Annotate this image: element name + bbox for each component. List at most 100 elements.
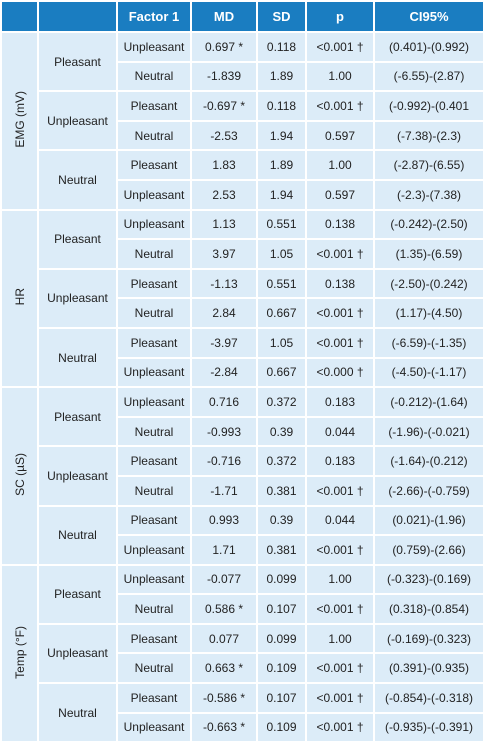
measure-cell: Temp (°F) (0, 563, 39, 744)
md-cell: -0.663 * (190, 711, 258, 744)
md-cell: -0.697 * (190, 90, 258, 122)
p-value-cell: 0.044 (305, 504, 375, 537)
md-cell: -0.586 * (190, 682, 258, 714)
comparison-cell: Pleasant (116, 326, 192, 359)
factor-cell: Pleasant (37, 563, 118, 625)
ci95-cell: (-0.323)-(0.169) (373, 563, 483, 596)
md-cell: -0.077 (190, 563, 258, 596)
p-value-cell: 1.00 (305, 149, 375, 181)
table-row: Temp (°F) Pleasant Unpleasant -0.077 0.099 1.… (0, 563, 483, 744)
ci95-cell: (-2.50)-(0.242) (373, 267, 483, 300)
md-cell: 3.97 (190, 238, 258, 270)
p-value-cell: <0.001 † (305, 534, 375, 566)
factor-cell: Pleasant (37, 208, 118, 270)
comparison-cell: Pleasant (116, 90, 192, 122)
p-value-cell: <0.001 † (305, 593, 375, 625)
table-row: Neutral -1.71 0.381 <0.001 † (-2.66)-(-0.759… (1, 474, 483, 507)
table-row: Neutral 0.586 * 0.107 <0.001 † (0.318)-(0.85… (1, 593, 483, 625)
p-value-cell: 0.183 (305, 445, 375, 477)
p-value-cell: 0.138 (305, 267, 375, 300)
comparison-cell: Unpleasant (116, 208, 192, 241)
ci95-cell: (0.021)-(1.96) (373, 504, 483, 537)
p-value-cell: <0.001 † (305, 238, 375, 270)
comparison-cell: Neutral (116, 297, 192, 329)
blank-header (0, 0, 39, 33)
p-value-cell: 0.183 (305, 386, 375, 418)
ci95-cell: (-6.55)-(2.87) (373, 60, 483, 93)
ci95-cell: (-2.87)-(6.55) (373, 149, 483, 181)
p-value-cell: <0.001 † (305, 297, 375, 329)
ci95-cell: (0.391)-(0.935) (373, 652, 483, 685)
md-cell: 0.663 * (190, 652, 258, 685)
sd-cell: 1.89 (256, 60, 307, 93)
comparison-cell: Unpleasant (116, 31, 192, 63)
md-cell: 1.71 (190, 534, 258, 566)
measure-label: Temp (°F) (12, 625, 27, 679)
column-header: p (305, 0, 375, 33)
sd-cell: 1.94 (256, 178, 307, 211)
p-value-cell: <0.000 † (305, 356, 375, 389)
ci95-cell: (-6.59)-(-1.35) (373, 326, 483, 359)
measure-label: SC (µS) (12, 452, 27, 496)
comparison-cell: Unpleasant (116, 356, 192, 389)
factor-cell: Unpleasant (37, 445, 118, 507)
table-row: Neutral Pleasant 1.83 1.89 1.00 (-2.87)-(6.55… (1, 149, 483, 211)
measure-label: HR (12, 288, 27, 306)
ci95-cell: (-2.3)-(7.38) (373, 178, 483, 211)
table-row: Neutral 3.97 1.05 <0.001 † (1.35)-(6.59) (1, 238, 483, 270)
factor-cell: Unpleasant (37, 90, 118, 152)
table-row: Neutral -1.839 1.89 1.00 (-6.55)-(2.87) (1, 60, 483, 93)
comparison-cell: Unpleasant (116, 386, 192, 418)
table-row: Unpleasant -2.84 0.667 <0.000 † (-4.50)-(-1.… (1, 356, 483, 389)
sd-cell: 0.551 (256, 208, 307, 241)
table-row: SC (µS) Pleasant Unpleasant 0.716 0.372 0.183… (0, 386, 483, 566)
sd-cell: 0.39 (256, 415, 307, 448)
sd-cell: 0.372 (256, 386, 307, 418)
p-value-cell: 0.597 (305, 178, 375, 211)
sd-cell: 0.118 (256, 31, 307, 63)
table-row: Neutral 0.663 * 0.109 <0.001 † (0.391)-(0.93… (1, 652, 483, 685)
ci95-cell: (0.759)-(2.66) (373, 534, 483, 566)
sd-cell: 0.667 (256, 356, 307, 389)
comparison-cell: Pleasant (116, 267, 192, 300)
table-row: Neutral -2.53 1.94 0.597 (-7.38)-(2.3) (1, 119, 483, 152)
md-cell: -2.84 (190, 356, 258, 389)
ci95-cell: (0.318)-(0.854) (373, 593, 483, 625)
md-cell: 0.716 (190, 386, 258, 418)
sd-cell: 0.099 (256, 563, 307, 596)
column-header: SD (256, 0, 307, 33)
md-cell: 0.077 (190, 622, 258, 655)
md-cell: 2.53 (190, 178, 258, 211)
ci95-cell: (-0.169)-(0.323) (373, 622, 483, 655)
p-value-cell: <0.001 † (305, 31, 375, 63)
column-header: Factor 1 (116, 0, 192, 33)
ci95-cell: (-0.212)-(1.64) (373, 386, 483, 418)
ci95-cell: (-1.64)-(0.212) (373, 445, 483, 477)
factor-cell: Neutral (37, 504, 118, 566)
factor-cell: Neutral (37, 149, 118, 211)
table-row: Unpleasant 1.71 0.381 <0.001 † (0.759)-(2.66… (1, 534, 483, 566)
sd-cell: 0.667 (256, 297, 307, 329)
p-value-cell: <0.001 † (305, 711, 375, 744)
ci95-cell: (1.35)-(6.59) (373, 238, 483, 270)
table-row: HR Pleasant Unpleasant 1.13 0.551 0.138 (-0.24… (0, 208, 483, 389)
md-cell: -1.71 (190, 474, 258, 507)
p-value-cell: <0.001 † (305, 474, 375, 507)
factor-cell: Neutral (37, 326, 118, 389)
p-value-cell: 0.044 (305, 415, 375, 448)
comparison-cell: Neutral (116, 652, 192, 685)
comparison-cell: Neutral (116, 119, 192, 152)
md-cell: -1.839 (190, 60, 258, 93)
comparison-cell: Pleasant (116, 504, 192, 537)
sd-cell: 1.89 (256, 149, 307, 181)
table-row: Unpleasant 2.53 1.94 0.597 (-2.3)-(7.38) (1, 178, 483, 211)
p-value-cell: 0.597 (305, 119, 375, 152)
sd-cell: 0.118 (256, 90, 307, 122)
p-value-cell: 0.138 (305, 208, 375, 241)
md-cell: -0.716 (190, 445, 258, 477)
sd-cell: 0.107 (256, 682, 307, 714)
md-cell: 0.993 (190, 504, 258, 537)
factor-cell: Neutral (37, 682, 118, 744)
table-row: Neutral -0.993 0.39 0.044 (-1.96)-(-0.021) (1, 415, 483, 448)
column-header: MD (190, 0, 258, 33)
